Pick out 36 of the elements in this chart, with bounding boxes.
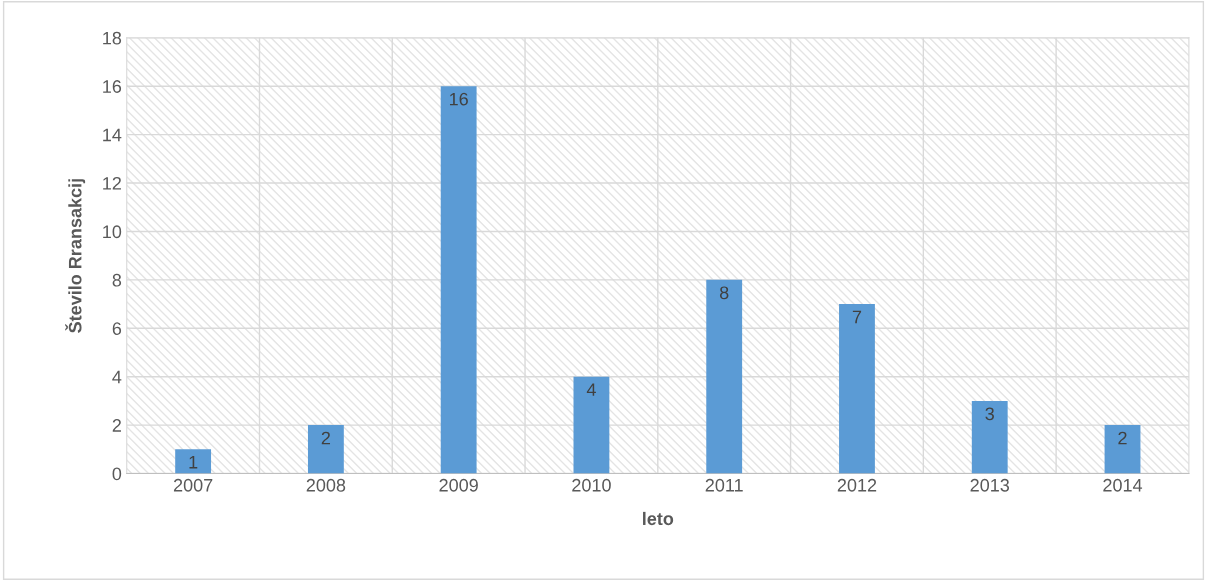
- y-tick-label: 0: [112, 467, 122, 481]
- x-tick-label: 2014: [1103, 478, 1143, 492]
- x-axis-title: leto: [643, 511, 674, 526]
- y-tick-label: 10: [103, 225, 122, 239]
- y-tick-label: 2: [112, 419, 121, 432]
- x-tick-label: 2007: [173, 478, 213, 492]
- y-tick-label: 8: [112, 273, 122, 287]
- y-tick-label: 18: [103, 31, 122, 45]
- data-label: 2: [321, 431, 330, 445]
- bar: [573, 376, 610, 474]
- y-tick-label: 16: [103, 80, 122, 93]
- bar: [307, 425, 344, 474]
- data-label: 16: [450, 92, 468, 106]
- x-tick-label: 2013: [970, 478, 1010, 492]
- bar: [440, 86, 477, 474]
- x-tick-label: 2009: [439, 478, 478, 492]
- data-label: 7: [852, 310, 862, 324]
- x-tick-label: 2012: [837, 478, 877, 492]
- bar: [1104, 425, 1141, 474]
- bar: [706, 279, 743, 474]
- data-label: 1: [189, 456, 198, 469]
- data-label: 8: [719, 286, 729, 300]
- y-tick-label: 6: [112, 322, 122, 335]
- y-axis-title: Število Rransakcij: [65, 179, 86, 333]
- x-tick-label: 2011: [705, 478, 743, 492]
- data-label: 2: [1118, 431, 1127, 445]
- bar: [971, 400, 1008, 474]
- y-tick-label: 12: [103, 176, 121, 190]
- y-tick-label: 4: [112, 370, 122, 384]
- x-tick-label: 2010: [572, 478, 611, 492]
- data-label: 3: [985, 407, 994, 421]
- data-label: 4: [586, 383, 596, 396]
- x-tick-label: 2008: [306, 478, 346, 492]
- bar: [839, 304, 875, 474]
- y-tick-label: 14: [103, 128, 122, 142]
- bar: [175, 449, 212, 474]
